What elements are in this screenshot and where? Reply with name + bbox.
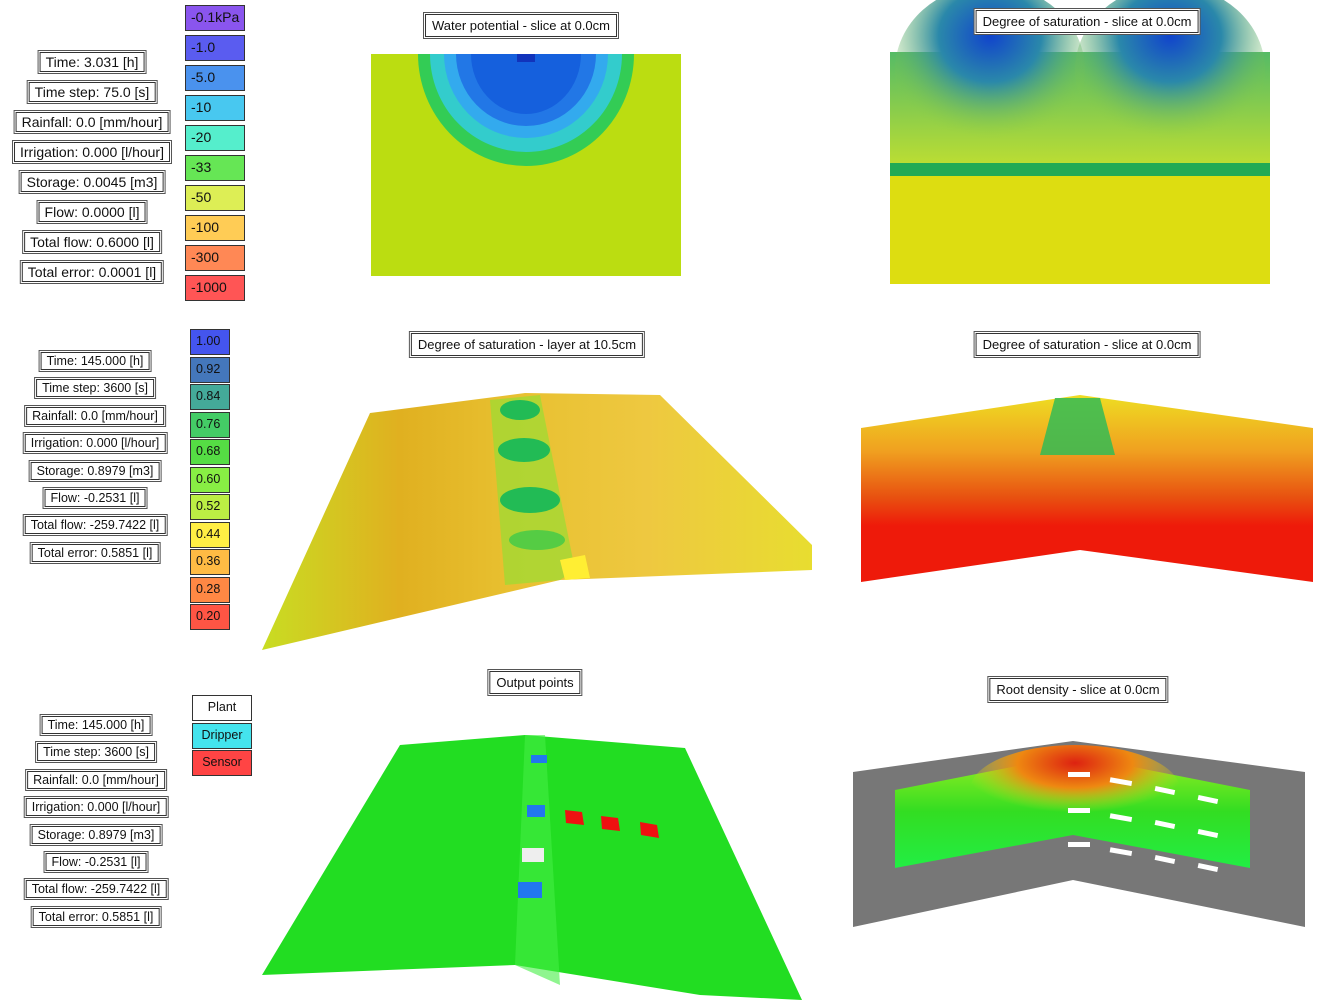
legend-entry: 0.76 (190, 411, 230, 438)
panel-title: Output points (489, 671, 581, 694)
legend-entry: 0.68 (190, 439, 230, 465)
legend-entry: 0.60 (190, 466, 230, 493)
panel-title: Degree of saturation - layer at 10.5cm (410, 333, 644, 356)
legend-entry: -20 (185, 125, 245, 151)
status-field: Irrigation: 0.000 [l/hour] (14, 142, 170, 162)
legend-entry: -1.0 (185, 35, 245, 61)
status-field: Flow: -0.2531 [l] (44, 489, 146, 507)
legend-entry: 0.52 (190, 494, 230, 520)
status-field: Time step: 3600 [s] (36, 379, 154, 398)
panel-title: Degree of saturation - slice at 0.0cm (975, 10, 1199, 33)
legend-entry: -100 (185, 215, 245, 241)
status-field: Rainfall: 0.0 [mm/hour] (15, 112, 169, 132)
legend-entry: -0.1kPa (185, 5, 245, 31)
output-points-3d (262, 735, 802, 1000)
status-field: Rainfall: 0.0 [mm/hour] (27, 770, 165, 789)
panel-title: Water potential - slice at 0.0cm (425, 14, 617, 37)
status-field: Irrigation: 0.000 [l/hour] (25, 798, 167, 817)
panel-title: Degree of saturation - slice at 0.0cm (975, 333, 1199, 356)
legend-entry: 0.36 (190, 549, 230, 575)
status-field: Time: 3.031 [h] (39, 52, 145, 72)
status-field: Storage: 0.8979 [m3] (30, 461, 160, 480)
status-field: Rainfall: 0.0 [mm/hour] (26, 406, 164, 425)
legend-entry: -50 (185, 185, 245, 211)
status-field: Total flow: -259.7422 [l] (24, 516, 166, 535)
saturation-slice-3d (861, 395, 1313, 582)
status-field: Total flow: -259.7422 [l] (25, 880, 167, 899)
legend-entry: Dripper (192, 722, 252, 749)
status-field: Time: 145.000 [h] (40, 352, 150, 370)
legend-entry: 0.20 (190, 604, 230, 630)
legend-entry: 0.92 (190, 356, 230, 383)
status-field: Time step: 75.0 [s] (28, 82, 156, 102)
status-field: Storage: 0.8979 [m3] (31, 825, 161, 844)
legend-entry: -300 (185, 245, 245, 271)
status-field: Total error: 0.0001 [l] (21, 262, 163, 282)
status-field: Time step: 3600 [s] (37, 743, 155, 762)
root-density-slice (853, 741, 1305, 927)
legend-entry: -5.0 (185, 65, 245, 91)
legend-entry: 0.28 (190, 576, 230, 603)
status-field: Time: 145.000 [h] (41, 716, 151, 734)
saturation-layer-3d (262, 393, 812, 650)
legend-entry: Sensor (192, 750, 252, 776)
legend-entry: 0.44 (190, 521, 230, 548)
legend-entry: -10 (185, 95, 245, 121)
status-field: Total flow: 0.6000 [l] (24, 232, 160, 252)
legend-entry: Plant (192, 695, 252, 721)
water-potential-slice (371, 54, 681, 276)
status-field: Total error: 0.5851 [l] (32, 907, 160, 926)
legend-entry: 0.84 (190, 384, 230, 410)
legend-entry: 1.00 (190, 329, 230, 355)
legend-entry: -33 (185, 155, 245, 181)
legend-entry: -1000 (185, 275, 245, 301)
panel-title: Root density - slice at 0.0cm (989, 678, 1167, 701)
saturation-slice (890, 0, 1270, 284)
status-field: Flow: -0.2531 [l] (45, 853, 147, 871)
status-field: Total error: 0.5851 [l] (31, 543, 159, 562)
status-field: Storage: 0.0045 [m3] (20, 172, 164, 192)
status-field: Irrigation: 0.000 [l/hour] (24, 434, 166, 453)
status-field: Flow: 0.0000 [l] (38, 202, 146, 222)
